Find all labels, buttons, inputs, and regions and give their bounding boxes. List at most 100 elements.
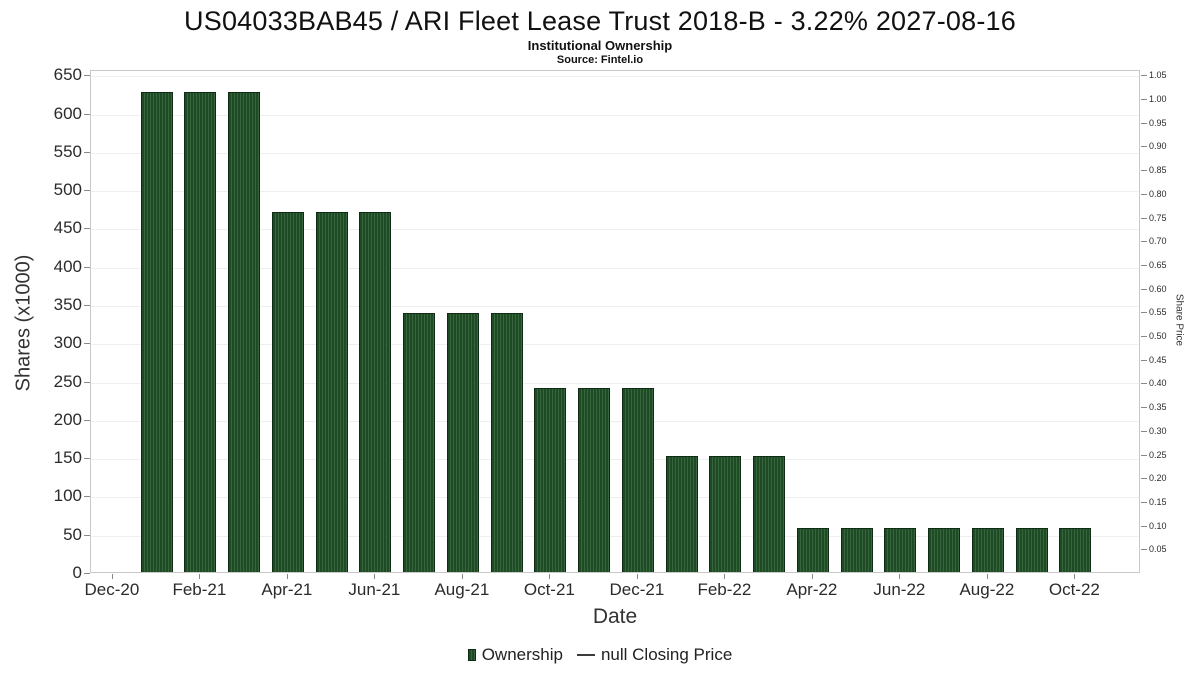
y-axis-right-tick-mark (1141, 312, 1147, 314)
y-axis-right-tick-mark (1141, 430, 1147, 432)
y-axis-right-tick-label: 1.05 (1149, 70, 1167, 81)
x-axis-tick-mark (461, 574, 463, 579)
y-axis-left-tick-label: 600 (53, 103, 82, 123)
y-axis-right-tick-label: 0.40 (1149, 378, 1167, 389)
y-axis-right-tick-label: 0.95 (1149, 117, 1167, 128)
ownership-bar (621, 388, 654, 572)
legend-item-ownership: Ownership (467, 645, 563, 665)
gridline (91, 191, 1139, 193)
y-axis-right-tick-label: 0.15 (1149, 496, 1167, 507)
x-axis-tick-label: Apr-21 (261, 580, 313, 599)
x-axis-tick-label: Feb-21 (172, 580, 227, 599)
legend-label-ownership: Ownership (481, 645, 563, 664)
y-axis-right-tick-label: 0.35 (1149, 402, 1167, 413)
x-axis-tick-mark (549, 574, 551, 579)
y-axis-left-tick-label: 300 (53, 333, 82, 353)
bar-swatch-icon (467, 649, 476, 661)
y-axis-right-tick-label: 0.75 (1149, 212, 1167, 223)
x-axis-tick-mark (286, 574, 288, 579)
x-axis-tick-label: Dec-21 (609, 580, 665, 599)
y-axis-left-tick-mark (84, 228, 90, 230)
x-axis-tick-label: Aug-21 (434, 580, 490, 599)
ownership-bar (315, 212, 348, 572)
y-axis-left-tick-mark (84, 305, 90, 307)
y-axis-left-tick-mark (84, 151, 90, 153)
ownership-bar (665, 455, 698, 572)
y-axis-right-tick-mark (1141, 217, 1147, 219)
gridline (91, 382, 1139, 384)
x-axis-tick-mark (724, 574, 726, 579)
x-axis-tick-mark (899, 574, 901, 579)
y-axis-right-tick-mark (1141, 241, 1147, 243)
ownership-bar (928, 528, 961, 572)
chart-region: Shares (x1000) Share Price Date 0 50 100 15… (0, 58, 1200, 675)
ownership-bar (490, 313, 523, 572)
y-axis-right-tick-label: 0.10 (1149, 520, 1167, 531)
x-axis-tick-mark (111, 574, 113, 579)
y-axis-left-tick-label: 500 (53, 180, 82, 200)
y-axis-left-tick-mark (84, 381, 90, 383)
y-axis-right-tick-label: 1.00 (1149, 94, 1167, 105)
gridline (91, 459, 1139, 461)
y-axis-left-tick-mark (84, 75, 90, 77)
legend-label-closing-price: null Closing Price (600, 645, 733, 664)
gridline (91, 535, 1139, 537)
ownership-bar (796, 528, 829, 572)
y-axis-left-tick-label: 0 (72, 563, 82, 582)
x-axis-tick-mark (1074, 574, 1076, 579)
gridline (91, 76, 1139, 78)
x-axis-tick-mark (986, 574, 988, 579)
y-axis-right-tick-label: 0.05 (1149, 544, 1167, 555)
ownership-bar (271, 212, 304, 572)
ownership-bar (140, 91, 173, 572)
plot-area (90, 70, 1140, 573)
y-axis-left-tick-label: 50 (63, 524, 82, 544)
y-axis-right-tick-mark (1141, 193, 1147, 195)
x-axis-title: Date (592, 605, 638, 628)
y-axis-left-tick-mark (84, 496, 90, 498)
gridline (91, 420, 1139, 422)
x-axis-tick-label: Oct-21 (523, 580, 575, 599)
y-axis-right-tick-mark (1141, 99, 1147, 101)
y-axis-right-tick-mark (1141, 359, 1147, 361)
ownership-bar (403, 313, 436, 572)
y-axis-left-tick-label: 200 (53, 409, 82, 429)
x-axis-tick-label: Jun-21 (348, 580, 401, 599)
y-axis-left-tick-mark (84, 419, 90, 421)
ownership-bar (446, 313, 479, 572)
y-axis-right-tick-mark (1141, 407, 1147, 409)
ownership-bar (709, 455, 742, 572)
x-axis-tick-label: Apr-22 (786, 580, 838, 599)
y-axis-left-tick-label: 400 (53, 256, 82, 276)
x-axis-tick-mark (636, 574, 638, 579)
x-axis-tick-mark (811, 574, 813, 579)
y-axis-right-title: Share Price (1173, 293, 1185, 347)
ownership-bar (359, 212, 392, 572)
x-axis-tick-label: Jun-22 (873, 580, 926, 599)
ownership-bar (228, 91, 261, 572)
y-axis-left-tick-mark (84, 534, 90, 536)
y-axis-left-tick-mark (84, 113, 90, 115)
y-axis-right-tick-label: 0.20 (1149, 473, 1167, 484)
x-axis-tick-label: Aug-22 (959, 580, 1015, 599)
legend-item-closing-price: null Closing Price (576, 645, 733, 665)
gridline (91, 114, 1139, 116)
y-axis-right-tick-label: 0.30 (1149, 425, 1167, 436)
y-axis-left-tick-mark (84, 190, 90, 192)
ownership-bar (578, 388, 611, 572)
ownership-bar (184, 91, 217, 572)
x-axis-tick-mark (199, 574, 201, 579)
chart-subtitle: Institutional Ownership (527, 38, 673, 53)
y-axis-left-tick-label: 350 (53, 295, 82, 315)
y-axis-right-tick-label: 0.45 (1149, 354, 1167, 365)
y-axis-right-tick-mark (1141, 336, 1147, 338)
gridline (91, 497, 1139, 499)
y-axis-right-tick-mark (1141, 264, 1147, 266)
ownership-bar (1015, 528, 1048, 572)
ownership-bar (1059, 528, 1092, 572)
y-axis-right-tick-label: 0.80 (1149, 188, 1167, 199)
chart-title: US04033BAB45 / ARI Fleet Lease Trust 201… (184, 6, 1016, 36)
y-axis-right-tick-label: 0.65 (1149, 259, 1167, 270)
y-axis-left-tick-label: 550 (53, 141, 82, 161)
